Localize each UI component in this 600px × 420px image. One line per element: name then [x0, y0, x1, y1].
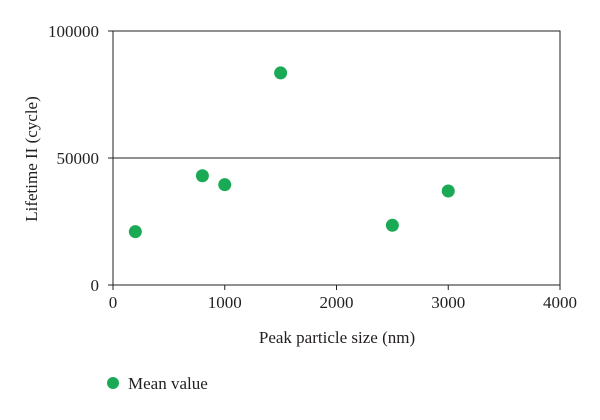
x-tick-label: 3000: [431, 293, 465, 312]
data-point: [128, 225, 142, 239]
legend: Mean value: [107, 374, 208, 393]
data-point: [274, 66, 288, 80]
data-point: [441, 184, 455, 198]
data-point: [385, 218, 399, 232]
legend-label: Mean value: [128, 374, 208, 393]
x-axis-label: Peak particle size (nm): [259, 328, 415, 347]
legend-marker-icon: [107, 377, 119, 389]
y-tick-label: 0: [91, 276, 100, 295]
y-axis-label: Lifetime II (cycle): [22, 96, 41, 222]
y-tick-label: 50000: [57, 149, 100, 168]
y-tick-label: 100000: [48, 22, 99, 41]
x-tick-label: 0: [109, 293, 118, 312]
x-tick-label: 2000: [320, 293, 354, 312]
x-tick-label: 1000: [208, 293, 242, 312]
x-tick-label: 4000: [543, 293, 577, 312]
data-point: [195, 169, 209, 183]
plot-layer: 0 1000 2000 3000 4000 0 50000 100000: [48, 22, 577, 312]
data-point: [218, 178, 232, 192]
